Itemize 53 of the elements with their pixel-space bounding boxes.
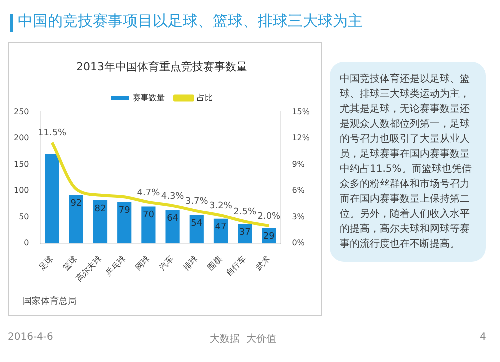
data-label: 11.5% <box>38 128 68 139</box>
data-label: 2.0% <box>258 212 282 222</box>
data-label: 54 <box>191 219 203 230</box>
x-tick-label: 足球 <box>38 254 56 272</box>
x-tick-label: 篮球 <box>62 254 80 272</box>
data-label: 3.7% <box>185 197 209 208</box>
bar <box>190 215 204 244</box>
y-tick-label: 200 <box>14 134 30 143</box>
text: 大数据 大价值 <box>210 332 276 346</box>
bar <box>69 195 84 244</box>
bar <box>45 154 60 244</box>
data-label: 3.2% <box>210 201 233 212</box>
x-tick-label: 乒乓球 <box>104 254 128 278</box>
y-tick-label: 0 <box>24 238 30 248</box>
y2-tick-label: 15% <box>292 107 310 116</box>
text: 2016-4-6 <box>8 332 54 343</box>
x-tick-label: 自行车 <box>224 254 248 278</box>
data-label: 82 <box>94 204 106 214</box>
data-label: 79 <box>118 206 131 216</box>
legend-label: 赛事数量 <box>133 93 165 102</box>
chart-title: 2013年中国体育重点竞技赛事数量 <box>76 60 248 74</box>
x-tick-label: 网球 <box>134 254 152 272</box>
x-tick-label: 汽车 <box>158 254 176 272</box>
data-label: 29 <box>263 232 276 242</box>
data-label: 92 <box>70 199 82 210</box>
bar <box>118 202 132 244</box>
data-label: 2.5% <box>234 208 257 218</box>
data-label: 37 <box>239 228 251 238</box>
y2-tick-label: 0% <box>292 238 306 248</box>
bar <box>93 200 108 244</box>
y-tick-label: 150 <box>14 160 30 169</box>
bar <box>166 210 180 244</box>
bar <box>142 206 156 244</box>
y2-tick-label: 6% <box>292 186 306 196</box>
text: 中国的竞技赛事项目以足球、篮球、排球三大球为主 <box>18 12 363 31</box>
legend-label: 占比 <box>197 93 213 102</box>
text: 中国竞技体育还是以足球、篮球、排球三大球类运动为主，尤其是足球，无论赛事数量还是观众人数都位列第一，足球的号召力也吸引了大量从业人员，足球赛事在国内赛事数量中约占11.5%。而篮球也凭借众多的粉丝群体和市场号召力而在国内赛事数量上保持第二位。另外，随着人们收入水平的提高，高尔夫球和网球等赛事的流行度也在不断提高。 <box>340 74 472 250</box>
y2-tick-label: 12% <box>292 134 310 143</box>
data-label: 4.3% <box>161 192 185 202</box>
y-tick-label: 100 <box>14 186 30 196</box>
x-tick-label: 排球 <box>182 254 200 272</box>
text: 4 <box>480 332 486 343</box>
data-label: 70 <box>142 210 155 221</box>
data-label: 64 <box>167 214 179 224</box>
y2-tick-label: 9% <box>292 160 306 169</box>
data-label: 4.7% <box>137 188 161 198</box>
x-tick-label: 武术 <box>254 254 272 272</box>
text: 国家体育总局 <box>23 295 77 308</box>
data-label: 47 <box>215 222 227 233</box>
y2-tick-label: 3% <box>292 212 306 222</box>
y-tick-label: 50 <box>19 212 30 222</box>
x-tick-label: 围棋 <box>206 254 224 272</box>
y-tick-label: 250 <box>14 107 30 116</box>
